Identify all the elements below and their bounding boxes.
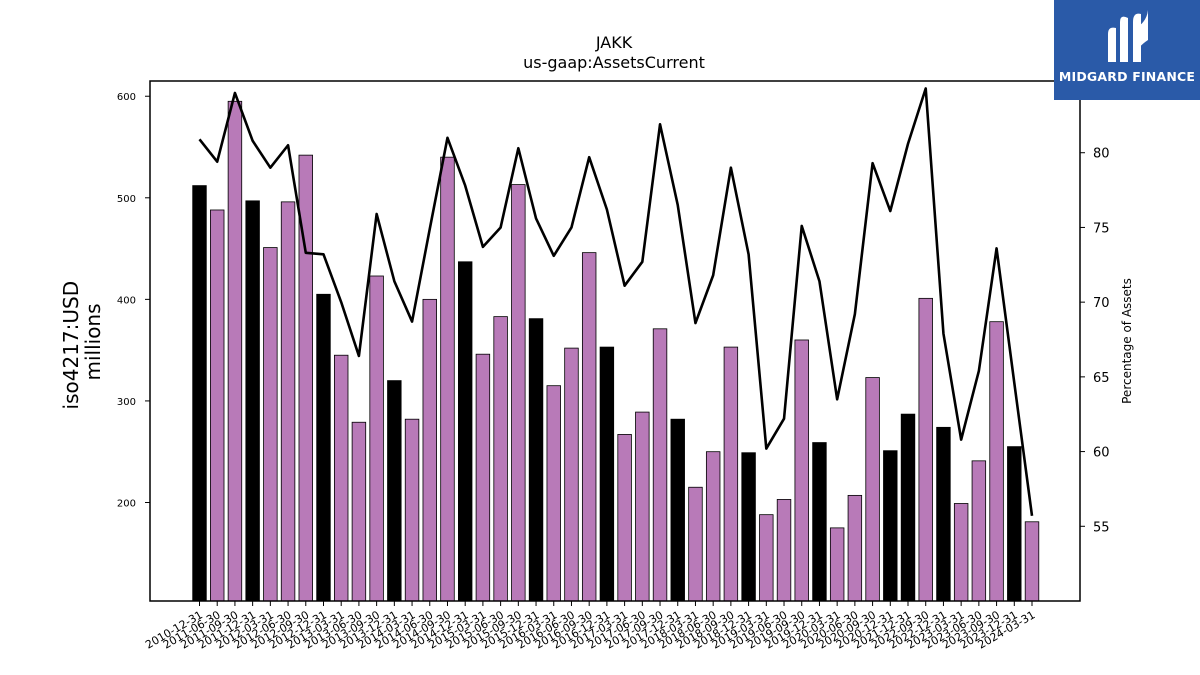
bar — [263, 247, 278, 602]
bar — [227, 100, 243, 602]
bar — [759, 514, 774, 602]
bar — [316, 293, 331, 602]
bar — [192, 185, 207, 602]
percentage-line — [198, 87, 1034, 517]
bar — [369, 275, 384, 602]
bar — [617, 434, 632, 602]
y-tick-label: 500 — [117, 194, 136, 205]
bar — [918, 297, 933, 602]
chart-title: JAKK — [595, 33, 633, 52]
y-tick-label: 300 — [117, 397, 136, 408]
y2-tick-label: 80 — [1093, 147, 1110, 162]
y-axis-label: iso4217:USD millions — [59, 275, 105, 410]
bar — [387, 380, 402, 602]
plot-frame — [149, 80, 1081, 602]
bar — [989, 321, 1004, 602]
bar — [422, 298, 437, 602]
bar — [971, 460, 987, 602]
y2-tick-label: 75 — [1093, 221, 1110, 236]
bar — [475, 353, 491, 602]
bar — [794, 339, 809, 602]
bar — [936, 426, 951, 602]
y2-tick-label: 55 — [1093, 520, 1110, 535]
chart-subtitle: us-gaap:AssetsCurrent — [523, 53, 705, 72]
y2-axis-label: Percentage of Assets — [1120, 278, 1134, 404]
bar — [900, 413, 916, 602]
bar — [457, 261, 473, 602]
bar — [245, 200, 260, 602]
bar — [581, 252, 597, 602]
y-tick-label: 200 — [117, 498, 136, 509]
bar — [741, 452, 756, 602]
y-tick-label: 400 — [117, 295, 136, 306]
y2-tick-label: 70 — [1093, 296, 1110, 311]
y-tick-label: 600 — [117, 92, 136, 103]
bar — [528, 318, 544, 602]
bar — [652, 328, 668, 602]
bar — [210, 209, 225, 602]
bar — [865, 377, 880, 602]
bar — [688, 486, 703, 602]
bar — [776, 499, 792, 602]
bar — [333, 354, 349, 602]
bar — [953, 503, 969, 602]
bar — [670, 418, 685, 602]
y2-tick-label: 60 — [1093, 446, 1110, 461]
bar — [723, 346, 739, 602]
y2-tick-label: 65 — [1093, 371, 1110, 386]
bar — [404, 418, 420, 602]
bar — [829, 527, 845, 602]
bar — [511, 184, 526, 602]
logo-text: MIDGARD FINANCE — [1058, 69, 1196, 84]
bar — [812, 442, 827, 602]
bar — [705, 451, 721, 602]
y-axis-label-line1: iso4217:USD — [59, 281, 83, 410]
y-axis-label-line2: millions — [81, 303, 105, 380]
bar — [493, 316, 508, 602]
logo-mark-icon — [1108, 10, 1148, 63]
brand-logo: MIDGARD FINANCE — [1054, 0, 1200, 100]
bar — [599, 346, 615, 602]
bar — [1007, 446, 1022, 602]
bar — [280, 201, 296, 602]
bar — [440, 156, 455, 602]
bar — [1024, 521, 1040, 602]
bar — [635, 411, 650, 602]
bar — [847, 494, 863, 602]
bar — [351, 421, 367, 602]
bar — [546, 385, 561, 602]
bar — [564, 347, 579, 602]
bar — [883, 450, 898, 602]
